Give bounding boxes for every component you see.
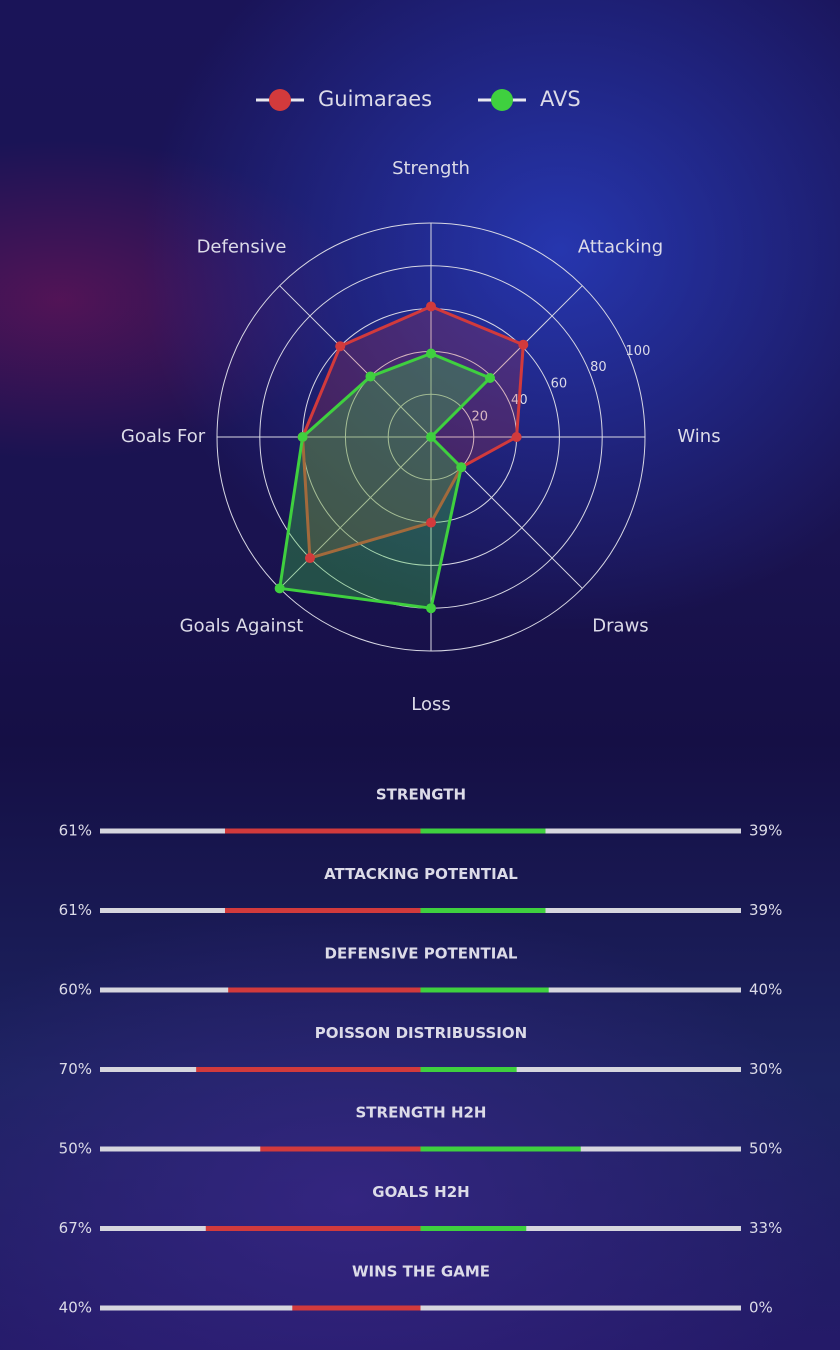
value-label-left: 61% [59,901,92,919]
comparison-title: DEFENSIVE POTENTIAL [325,945,518,963]
value-label-left: 70% [59,1060,92,1078]
legend-label: Guimaraes [318,87,432,111]
bar-left [292,1305,421,1311]
value-label-left: 67% [59,1219,92,1237]
legend-label: AVS [540,87,581,111]
comparison-title: STRENGTH [376,786,466,804]
axis-label: Strength [392,158,470,179]
r-tick-label: 100 [626,344,651,359]
radar-point [304,553,315,564]
comparison-title: WINS THE GAME [352,1263,490,1281]
r-tick-label: 60 [551,377,568,392]
axis-label: Goals For [121,426,206,447]
bar-right [420,1146,581,1152]
radar-point [426,517,436,528]
comparison-title: ATTACKING POTENTIAL [324,865,518,883]
r-tick-label: 20 [472,409,489,424]
comparison-title: STRENGTH H2H [356,1104,487,1122]
radar-point [426,432,436,442]
bar-right [420,908,546,913]
comparison-title: GOALS H2H [372,1183,469,1201]
axis-label: Goals Against [180,616,304,637]
bar-right [420,1067,517,1072]
value-label-right: 30% [749,1060,782,1078]
value-label-right: 0% [749,1299,773,1317]
bar-right [420,1226,527,1231]
legend-marker [491,89,513,111]
bar-right [420,987,549,993]
radar-point [485,372,496,383]
radar-point [518,339,529,350]
radar-point [456,462,467,473]
spoke [279,436,432,589]
bar-left [260,1146,421,1152]
bar-right [420,828,546,834]
bar-left [228,987,421,993]
spoke [279,285,432,438]
bar-left [196,1067,421,1072]
radar-point [426,603,436,614]
radar-point [335,341,346,352]
value-label-left: 50% [59,1140,92,1158]
axis-label: Attacking [578,236,663,257]
value-label-right: 40% [749,981,782,999]
radar-point [365,371,376,382]
value-label-left: 61% [59,822,92,840]
radar-point [511,432,522,442]
value-label-right: 39% [749,822,782,840]
value-label-right: 33% [749,1219,782,1237]
axis-label: Wins [677,426,720,447]
value-label-left: 40% [59,1299,92,1317]
radar-point [297,432,308,442]
bar-left [224,828,421,834]
bar-left [224,908,421,913]
value-label-left: 60% [59,981,92,999]
value-label-right: 39% [749,901,782,919]
legend-marker [269,89,291,111]
axis-label: Loss [411,694,450,715]
axis-label: Defensive [197,236,287,257]
bar-left [205,1226,421,1231]
axis-label: Draws [592,616,648,637]
comparison-title: POISSON DISTRIBUSSION [315,1024,527,1042]
radar-point [426,348,436,359]
radar-point [274,583,285,594]
r-tick-label: 80 [590,360,607,375]
value-label-right: 50% [749,1140,782,1158]
radar-point [426,301,436,312]
